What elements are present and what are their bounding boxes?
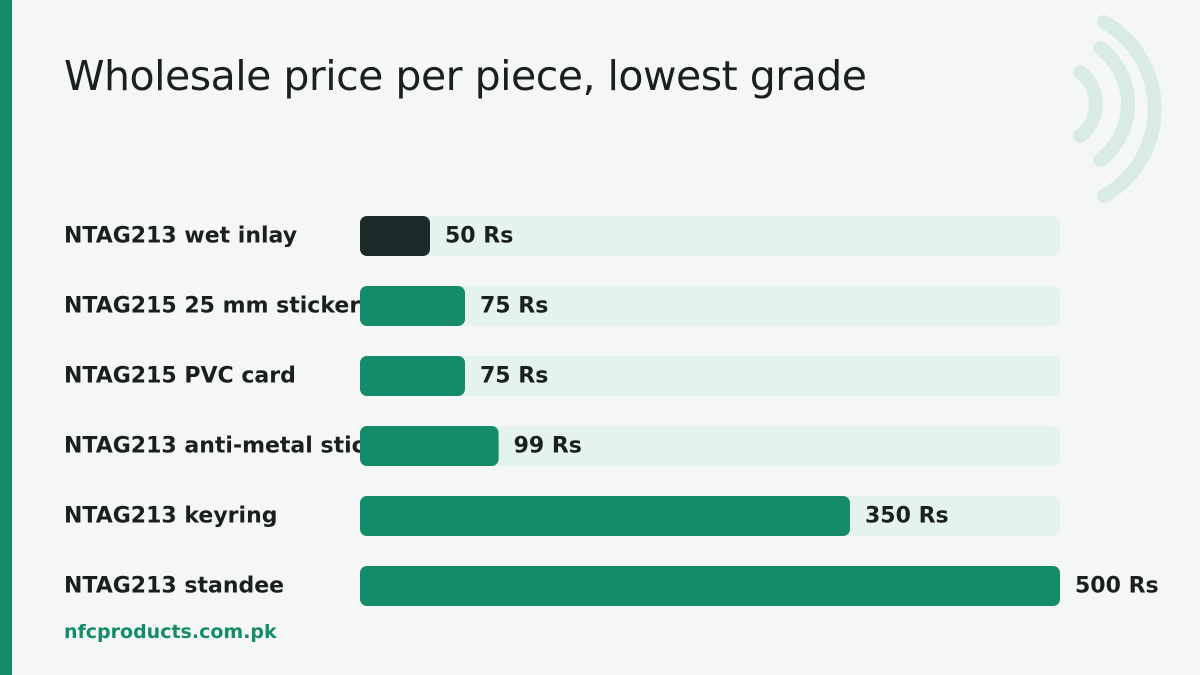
bar-track	[360, 426, 1060, 466]
bar	[360, 216, 430, 256]
bar	[360, 426, 499, 466]
value-label: 75 Rs	[480, 294, 548, 319]
category-label: NTAG213 wet inlay	[64, 224, 297, 249]
bar	[360, 566, 1060, 606]
bar	[360, 496, 850, 536]
category-label: NTAG215 PVC card	[64, 364, 296, 389]
value-label: 99 Rs	[514, 434, 582, 459]
bar-track	[360, 356, 1060, 396]
bar	[360, 356, 465, 396]
value-label: 50 Rs	[445, 224, 513, 249]
bar	[360, 286, 465, 326]
chart-title: Wholesale price per piece, lowest grade	[64, 52, 867, 100]
category-label: NTAG215 25 mm sticker	[64, 294, 360, 319]
bar-track	[360, 216, 1060, 256]
value-label: 350 Rs	[865, 504, 949, 529]
nfc-signal-icon	[1073, 15, 1162, 203]
category-label: NTAG213 keyring	[64, 504, 277, 529]
value-label: 500 Rs	[1075, 574, 1159, 599]
value-label: 75 Rs	[480, 364, 548, 389]
bar-track	[360, 286, 1060, 326]
footer-source: nfcproducts.com.pk	[64, 621, 277, 643]
category-label: NTAG213 standee	[64, 574, 284, 599]
left-accent-bar	[0, 0, 12, 675]
category-label: NTAG213 anti-metal sticker	[64, 434, 405, 459]
